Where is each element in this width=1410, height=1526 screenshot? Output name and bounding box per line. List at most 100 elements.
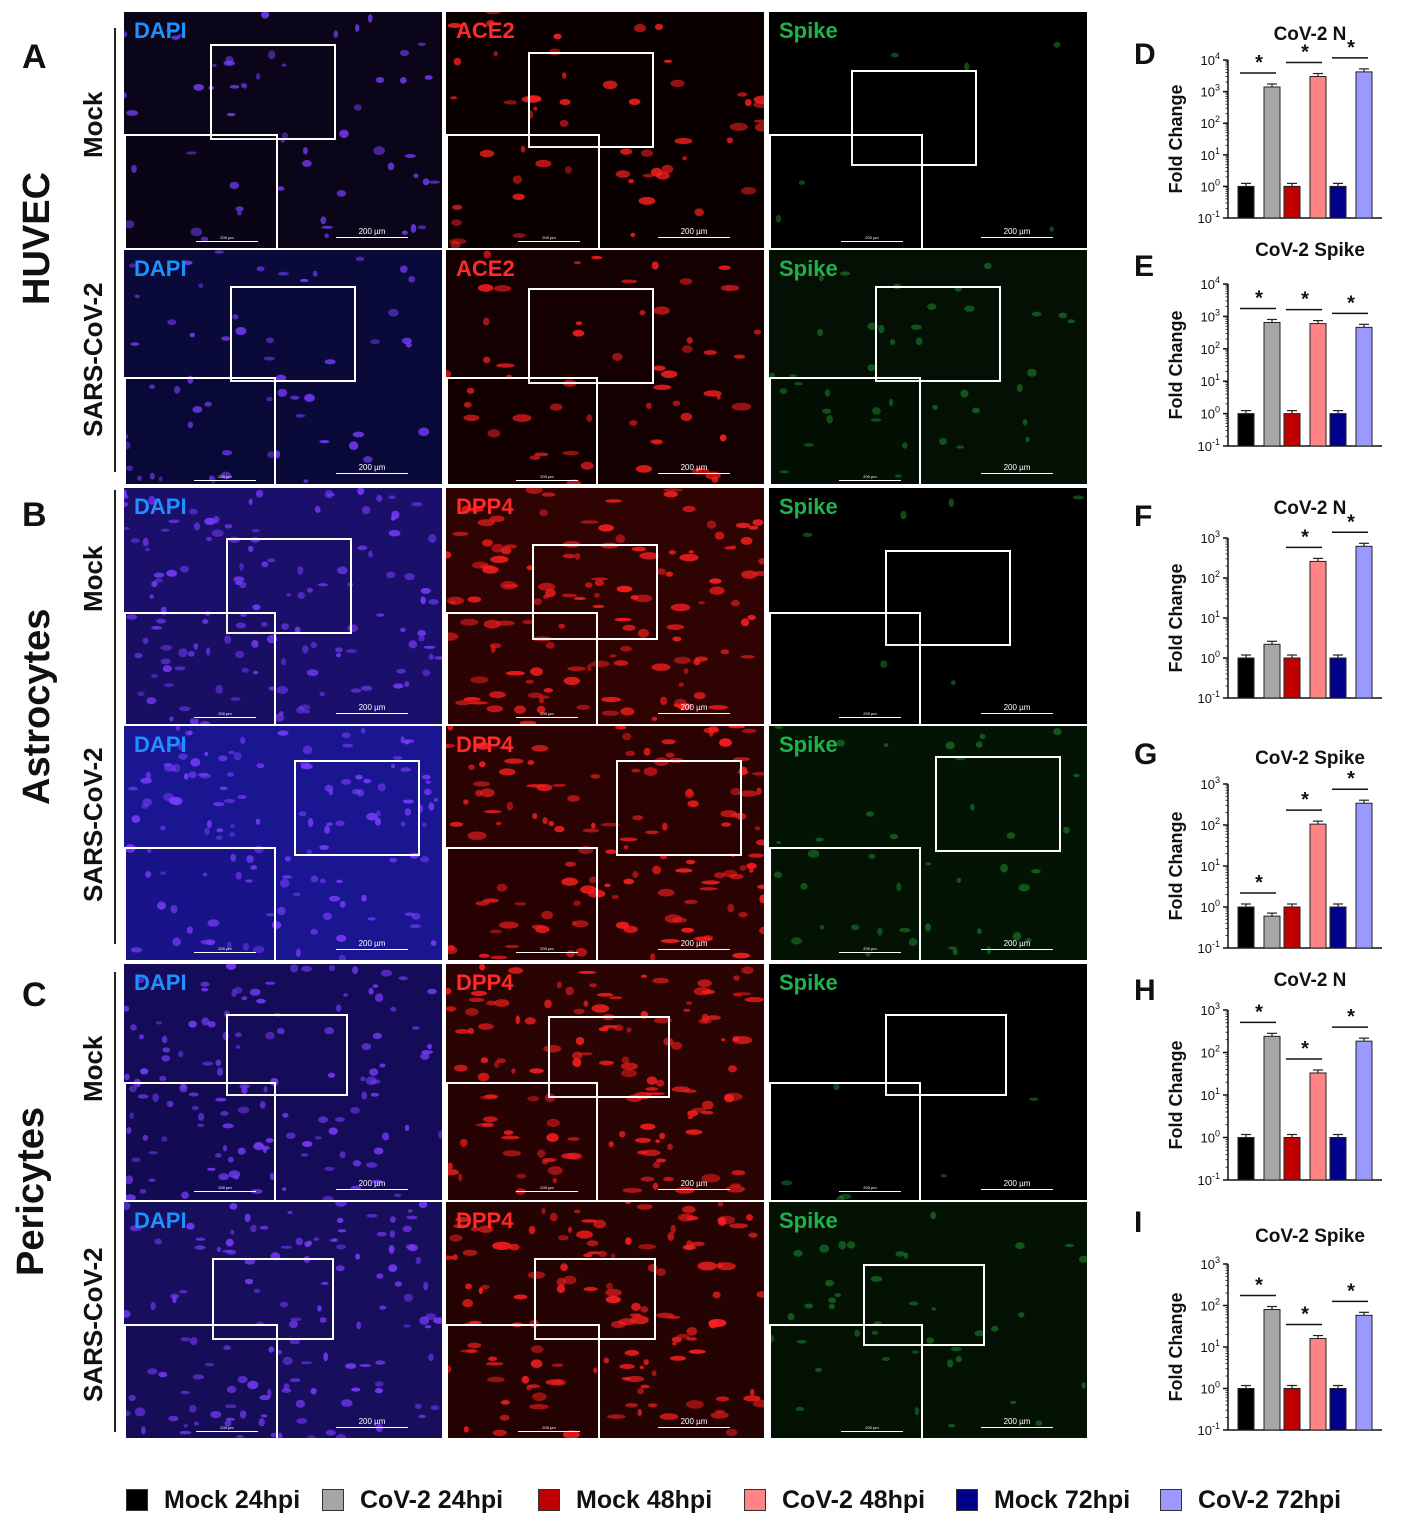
channel-label-ace2: ACE2 xyxy=(456,18,515,43)
y-tick-label: 100 xyxy=(1201,649,1220,666)
significance-star: * xyxy=(1347,768,1355,790)
bar-2 xyxy=(1263,915,1281,949)
bar-6 xyxy=(1355,326,1373,447)
y-tick-label: 103 xyxy=(1201,1001,1220,1018)
cell-texture xyxy=(446,488,764,724)
channel-label-spike: Spike xyxy=(779,970,838,995)
chart-title: CoV-2 Spike xyxy=(1255,748,1365,769)
chart-h: H CoV-2 N 10-1 100 101 102 103 Fold Change * * * xyxy=(1134,970,1382,1188)
panel-letter-h: H xyxy=(1134,974,1156,1007)
scale-bar: 200 µm xyxy=(658,939,730,950)
y-tick-label: 102 xyxy=(1201,569,1220,586)
significance-star: * xyxy=(1347,1280,1355,1302)
channel-label-dapi: DAPI xyxy=(134,256,187,281)
bar-3 xyxy=(1283,185,1301,219)
bar-5 xyxy=(1329,1388,1347,1431)
celltype-pericytes: Pericytes xyxy=(10,1106,52,1276)
condition-astro-mock: Mock xyxy=(78,545,108,612)
inset-box: 200 µm xyxy=(446,377,598,484)
y-axis-label: Fold Change xyxy=(1166,812,1186,921)
panel-letter-i: I xyxy=(1134,1206,1142,1239)
y-tick-label: 100 xyxy=(1201,1380,1220,1397)
channel-label-dpp4: DPP4 xyxy=(456,970,514,995)
legend-swatch xyxy=(956,1489,978,1511)
scale-bar: 200 µm xyxy=(658,703,730,714)
zoom-region-box xyxy=(212,1258,334,1340)
zoom-region-box xyxy=(528,52,654,148)
significance-star: * xyxy=(1255,1275,1263,1297)
cell-texture xyxy=(781,1083,1039,1200)
legend-swatch xyxy=(1160,1489,1182,1511)
y-tick-label: 100 xyxy=(1201,1129,1220,1146)
significance-star: * xyxy=(1301,789,1309,811)
cell-texture xyxy=(802,495,1084,686)
channel-label-dpp4: DPP4 xyxy=(456,494,514,519)
scale-bar: 200 µm xyxy=(658,227,730,238)
inset-box: 200 µm xyxy=(446,612,598,724)
celltype-astrocytes: Astrocytes xyxy=(16,608,58,805)
cell-texture xyxy=(125,726,439,960)
legend-label: CoV-2 48hpi xyxy=(782,1485,926,1514)
bar-6 xyxy=(1355,545,1373,699)
zoom-region-box xyxy=(528,288,654,384)
y-tick-label: 102 xyxy=(1201,1297,1220,1314)
legend-item: Mock 24hpi xyxy=(126,1482,300,1518)
scale-bar: 200 µm xyxy=(336,1417,408,1428)
channel-label-spike: Spike xyxy=(779,732,838,757)
significance-star: * xyxy=(1301,526,1309,548)
cell-texture xyxy=(446,1202,764,1438)
condition-huvec-mock: Mock xyxy=(78,91,108,158)
scale-bar: 200 µm xyxy=(981,463,1053,474)
significance-star: * xyxy=(1347,292,1355,314)
bar-1 xyxy=(1237,185,1255,219)
micrograph-row3-spike: 200 µm Spike 200 µm xyxy=(769,488,1087,724)
inset-box: 200 µm xyxy=(124,377,276,484)
channel-label-dapi: DAPI xyxy=(134,1208,187,1233)
micrograph-row5-spike: 200 µm Spike 200 µm xyxy=(769,964,1087,1200)
legend-label: CoV-2 24hpi xyxy=(360,1485,504,1514)
micrograph-row2-spike: 200 µm Spike 200 µm xyxy=(769,250,1087,484)
significance-star: * xyxy=(1255,1001,1263,1023)
y-tick-label: 103 xyxy=(1201,1255,1220,1272)
y-tick-label: 104 xyxy=(1201,51,1220,68)
zoom-region-box xyxy=(534,1258,656,1340)
inset-scale-bar: 200 µm xyxy=(839,1185,901,1192)
micrograph-row1-ace2: 200 µm ACE2 200 µm xyxy=(446,12,764,248)
legend-item: CoV-2 24hpi xyxy=(322,1482,503,1518)
significance-star: * xyxy=(1301,1038,1309,1060)
cell-texture xyxy=(447,12,764,248)
y-axis-label: Fold Change xyxy=(1166,1293,1186,1402)
y-tick-label: 10-1 xyxy=(1198,939,1220,956)
cell-texture xyxy=(124,250,430,484)
y-axis-label: Fold Change xyxy=(1166,311,1186,420)
y-tick-label: 102 xyxy=(1201,114,1220,131)
zoom-region-box xyxy=(875,286,1001,382)
zoom-region-box xyxy=(548,1016,670,1098)
micrograph-row5-dapi: 200 µm DAPI 200 µm xyxy=(124,964,442,1200)
inset-box: 200 µm xyxy=(124,1082,276,1200)
bar-3 xyxy=(1283,906,1301,949)
group-line-huvec xyxy=(114,28,116,472)
panel-letter-c: C xyxy=(22,976,47,1014)
inset-scale-bar: 200 µm xyxy=(518,1425,580,1432)
chart-title: CoV-2 N xyxy=(1274,970,1347,991)
scale-bar: 200 µm xyxy=(981,1417,1053,1428)
bar-2 xyxy=(1263,86,1281,219)
legend-label: Mock 72hpi xyxy=(994,1485,1131,1514)
bar-4 xyxy=(1309,560,1327,699)
scale-bar: 200 µm xyxy=(658,1179,730,1190)
scale-bar: 200 µm xyxy=(981,1179,1053,1190)
inset-scale-bar: 200 µm xyxy=(196,1425,258,1432)
zoom-region-box xyxy=(294,760,420,856)
panel-letter-g: G xyxy=(1134,742,1157,771)
bar-6 xyxy=(1355,1314,1373,1431)
y-tick-label: 101 xyxy=(1201,857,1220,874)
inset-scale-bar: 200 µm xyxy=(839,474,901,481)
bar-1 xyxy=(1237,657,1255,699)
zoom-region-box xyxy=(863,1264,985,1346)
condition-peri-mock: Mock xyxy=(78,1035,108,1102)
zoom-region-box xyxy=(210,44,336,140)
y-tick-label: 102 xyxy=(1201,340,1220,357)
inset-box: 200 µm xyxy=(124,134,278,248)
channel-label-ace2: ACE2 xyxy=(456,256,515,281)
